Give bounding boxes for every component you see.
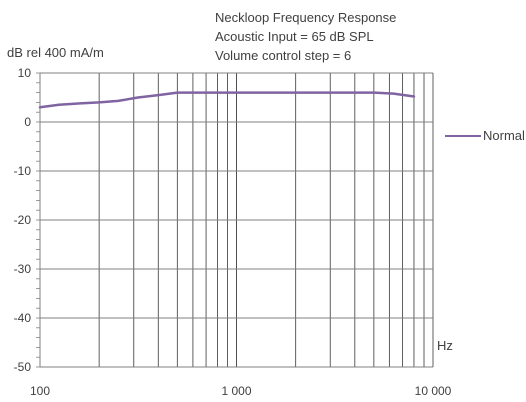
y-tick-label: -10 [14, 164, 32, 178]
y-tick-label: -20 [14, 213, 32, 227]
chart-title-line-2: Acoustic Input = 65 dB SPL [215, 29, 374, 44]
y-tick-label: 0 [24, 115, 31, 129]
y-tick-label: -50 [14, 360, 32, 374]
y-tick-label: -30 [14, 262, 32, 276]
y-tick-label: -40 [14, 311, 32, 325]
legend: Normal [445, 128, 525, 143]
horizontal-gridlines [40, 72, 433, 368]
x-axis-unit-label: Hz [437, 338, 453, 353]
series-layer [38, 91, 416, 109]
y-minor-ticks [36, 72, 40, 368]
x-tick-label: 1 000 [221, 384, 251, 398]
chart-title-line-1: Neckloop Frequency Response [215, 10, 397, 25]
y-tick-labels: 10 0 -10 -20 -30 -40 -50 [14, 66, 32, 374]
series-line-normal [38, 91, 416, 109]
x-tick-label: 100 [30, 384, 50, 398]
x-tick-labels: 100 1 000 10 000 [30, 384, 452, 398]
legend-label-normal: Normal [483, 128, 525, 143]
y-axis-label: dB rel 400 mA/m [7, 45, 104, 60]
legend-swatch [445, 134, 481, 137]
chart-title-line-3: Volume control step = 6 [215, 48, 352, 63]
y-tick-label: 10 [18, 66, 32, 80]
x-tick-label: 10 000 [415, 384, 452, 398]
